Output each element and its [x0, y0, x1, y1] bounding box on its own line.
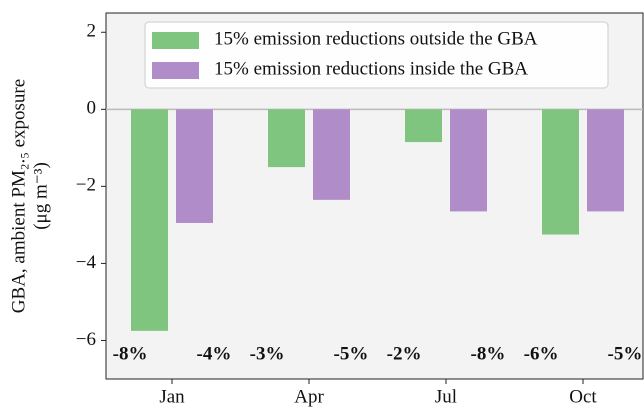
x-tick-label: Apr: [294, 386, 324, 407]
bar-annotation: -3%: [250, 343, 285, 364]
y-tick-label: −2: [76, 175, 96, 196]
y-axis-label: GBA, ambient PM₂.₅ exposure (μg m⁻³): [8, 79, 51, 313]
bar: [587, 109, 624, 212]
bar-annotation: -5%: [608, 343, 643, 364]
bar-annotation: -2%: [387, 343, 422, 364]
y-tick-label: 2: [87, 21, 97, 42]
legend: [144, 21, 609, 89]
bar: [176, 109, 213, 223]
y-tick-label: −4: [76, 252, 97, 273]
legend-swatch: [152, 62, 199, 79]
x-tick-label: Jan: [159, 386, 185, 407]
legend-label: 15% emission reductions inside the GBA: [214, 58, 528, 79]
bar: [131, 109, 168, 331]
bar: [405, 109, 442, 143]
y-label-line: (μg m⁻³): [30, 162, 51, 230]
y-tick-label: −6: [76, 329, 96, 350]
bar-annotation: -5%: [334, 343, 369, 364]
bar: [313, 109, 350, 200]
bar: [450, 109, 487, 212]
y-label-line: GBA, ambient PM₂.₅ exposure: [8, 79, 29, 313]
bar: [268, 109, 305, 168]
legend-label: 15% emission reductions outside the GBA: [214, 28, 538, 49]
bar-annotation: -8%: [113, 343, 148, 364]
x-tick-label: Oct: [569, 386, 597, 407]
bar-annotation: -6%: [524, 343, 559, 364]
x-tick-label: Jul: [435, 386, 457, 407]
bar-annotation: -8%: [471, 343, 506, 364]
bar-annotation: -4%: [197, 343, 232, 364]
y-tick-label: 0: [87, 98, 97, 119]
legend-swatch: [152, 32, 199, 49]
bar: [542, 109, 579, 235]
